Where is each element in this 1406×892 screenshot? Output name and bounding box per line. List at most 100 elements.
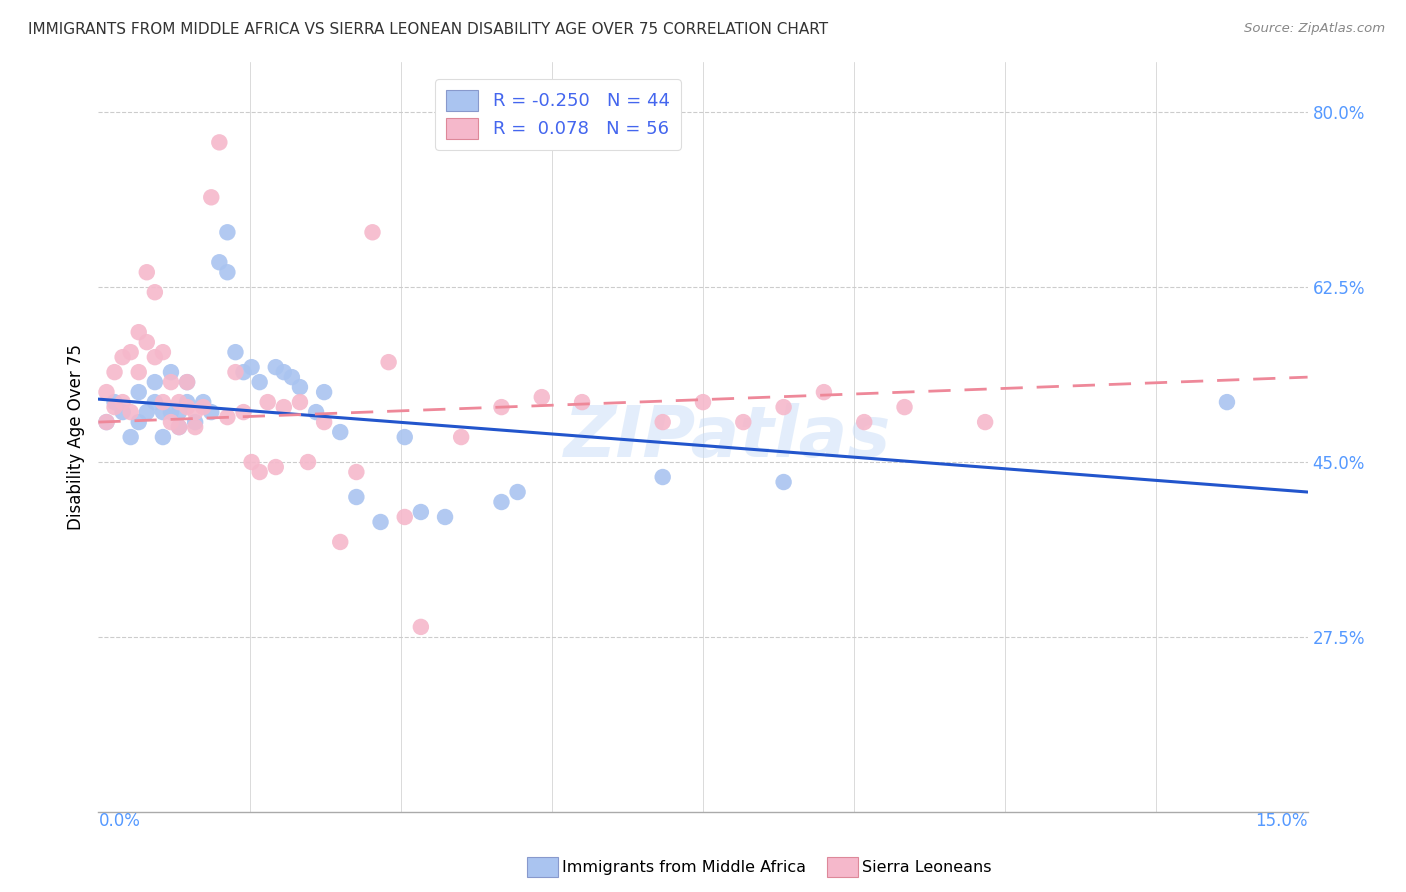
Point (264, 460, 287, 475)
Point (249, 465, 271, 479)
Point (135, 405, 157, 419)
Point (208, 255, 231, 269)
Point (111, 405, 134, 419)
Point (409, 620, 432, 634)
Point (344, 490, 367, 504)
Point (184, 415, 207, 429)
Point (96, 385, 118, 400)
Point (160, 375, 183, 389)
Point (193, 400, 215, 414)
Text: ZIPatlas: ZIPatlas (564, 402, 891, 472)
Point (264, 360, 287, 375)
Point (143, 395, 166, 409)
Point (120, 430, 142, 444)
Point (506, 485, 529, 500)
Point (96, 415, 118, 429)
Point (160, 405, 183, 419)
Text: 0.0%: 0.0% (98, 812, 141, 830)
Point (143, 375, 166, 389)
Point (370, 515, 392, 529)
Point (103, 395, 125, 409)
Point (184, 420, 207, 434)
Point (167, 395, 190, 409)
Point (176, 375, 198, 389)
Point (160, 365, 183, 379)
Y-axis label: Disability Age Over 75: Disability Age Over 75 (67, 344, 86, 530)
Point (288, 395, 311, 409)
Point (273, 365, 295, 379)
Point (120, 345, 142, 359)
Point (143, 350, 166, 364)
Point (853, 415, 876, 429)
Point (692, 395, 714, 409)
Point (160, 415, 183, 429)
Point (135, 265, 157, 279)
Point (176, 395, 198, 409)
Point (128, 385, 150, 400)
Point (974, 415, 997, 429)
Point (256, 395, 278, 409)
Point (530, 390, 553, 404)
Point (176, 400, 198, 414)
Point (651, 415, 673, 429)
Point (450, 430, 472, 444)
Point (208, 136, 231, 150)
Point (409, 505, 432, 519)
Point (176, 375, 198, 389)
Point (184, 405, 207, 419)
FancyBboxPatch shape (827, 857, 858, 877)
Point (224, 365, 246, 379)
Text: Source: ZipAtlas.com: Source: ZipAtlas.com (1244, 22, 1385, 36)
Point (232, 365, 254, 379)
Point (394, 510, 416, 524)
Point (217, 225, 239, 239)
Point (297, 455, 319, 469)
Point (200, 190, 222, 204)
Point (314, 385, 336, 400)
Point (135, 335, 157, 350)
Point (329, 535, 352, 549)
Point (571, 395, 593, 409)
Point (128, 415, 150, 429)
Point (128, 365, 150, 379)
Text: Immigrants from Middle Africa: Immigrants from Middle Africa (562, 860, 807, 874)
Point (394, 430, 416, 444)
Point (305, 405, 328, 419)
Point (491, 400, 513, 414)
Point (224, 345, 246, 359)
Point (103, 400, 125, 414)
Point (232, 405, 254, 419)
Point (249, 375, 271, 389)
Point (217, 265, 239, 279)
Point (329, 425, 352, 439)
Point (772, 475, 794, 489)
Point (152, 345, 174, 359)
Point (813, 385, 835, 400)
Point (1216, 395, 1239, 409)
Point (111, 395, 134, 409)
Point (344, 465, 367, 479)
Point (200, 405, 222, 419)
FancyBboxPatch shape (527, 857, 558, 877)
Point (152, 395, 174, 409)
Legend: R = -0.250   N = 44, R =  0.078   N = 56: R = -0.250 N = 44, R = 0.078 N = 56 (434, 79, 681, 150)
Text: Sierra Leoneans: Sierra Leoneans (862, 860, 991, 874)
Point (152, 405, 174, 419)
Text: IMMIGRANTS FROM MIDDLE AFRICA VS SIERRA LEONEAN DISABILITY AGE OVER 75 CORRELATI: IMMIGRANTS FROM MIDDLE AFRICA VS SIERRA … (28, 22, 828, 37)
Point (143, 285, 166, 300)
Point (128, 325, 150, 339)
Point (491, 495, 513, 509)
Point (281, 370, 304, 384)
Point (273, 400, 295, 414)
Point (217, 410, 239, 425)
Point (120, 405, 142, 419)
Point (434, 510, 457, 524)
Point (240, 360, 263, 375)
Point (193, 395, 215, 409)
Point (96, 415, 118, 429)
Point (111, 350, 134, 364)
Point (167, 420, 190, 434)
Point (103, 365, 125, 379)
Point (152, 430, 174, 444)
Point (167, 420, 190, 434)
